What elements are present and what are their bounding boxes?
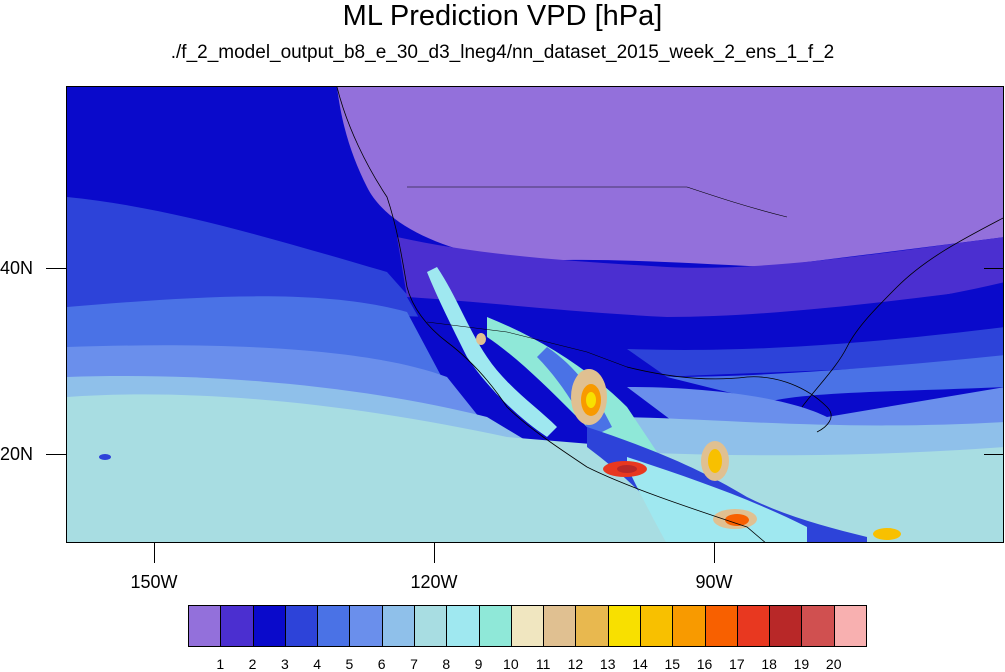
- baja-feature: [427, 267, 557, 437]
- colorbar-label: 1: [216, 656, 225, 672]
- lon-label-150w: 150W: [130, 572, 178, 592]
- central-america-strip: [587, 427, 867, 542]
- coastline-west: [336, 87, 766, 542]
- colorbar-swatch: [704, 605, 738, 647]
- lat-tick-40n-left: [46, 268, 66, 269]
- land-mid-band: [397, 237, 1003, 317]
- colorbar-label: 6: [377, 656, 386, 672]
- colorbar-swatch: [220, 605, 254, 647]
- colorbar-swatch: [478, 605, 512, 647]
- vpd-hotspot-caribbean: [873, 528, 901, 540]
- coastline-gulf: [626, 366, 832, 433]
- hawaii-islands: [99, 454, 111, 460]
- colorbar-swatch: [317, 605, 351, 647]
- colorbar-swatch: [414, 605, 448, 647]
- lat-label-40n: 40N: [0, 258, 34, 278]
- colorbar-label: 16: [696, 656, 713, 672]
- vpd-hotspot-southwest-core: [617, 465, 637, 473]
- lon-label-120w: 120W: [410, 572, 458, 592]
- vpd-contour-map: [67, 87, 1003, 542]
- colorbar-label: 2: [248, 656, 257, 672]
- central-america-cyan: [627, 457, 807, 542]
- lat-label-20n: 20N: [0, 444, 34, 464]
- us-canada-border: [407, 186, 788, 218]
- colorbar-label: 5: [345, 656, 354, 672]
- vpd-hotspot-sonora: [476, 333, 486, 345]
- colorbar-swatch: [736, 605, 771, 647]
- colorbar-label: 20: [825, 656, 842, 672]
- southeast-band-5: [667, 355, 1003, 402]
- colorbar-label: 18: [761, 656, 777, 672]
- colorbar-label: 7: [410, 656, 418, 672]
- lon-tick-150w: [154, 543, 155, 563]
- colorbar-swatch: [607, 605, 641, 647]
- lat-tick-20n-left: [46, 454, 66, 455]
- colorbar-swatch: [672, 605, 706, 647]
- colorbar-label: 15: [664, 656, 681, 672]
- colorbar-label: 17: [729, 656, 745, 672]
- colorbar-label: 10: [503, 656, 519, 672]
- colorbar-swatch: [575, 605, 609, 647]
- colorbar-label: 19: [793, 656, 810, 672]
- colorbar-swatch: [510, 605, 545, 647]
- colorbar-swatch: [252, 605, 286, 647]
- chart-title: ML Prediction VPD [hPa]: [342, 0, 663, 32]
- vpd-hotspot-yucatan-core: [708, 449, 722, 473]
- lon-label-90w: 90W: [695, 572, 733, 592]
- ocean-south-light: [67, 394, 1003, 542]
- colorbar: [188, 605, 867, 647]
- colorbar-swatch: [769, 605, 803, 647]
- colorbar-swatch: [381, 605, 415, 647]
- colorbar-swatch: [284, 605, 319, 647]
- colorbar-label: 11: [535, 656, 551, 672]
- coastline-east: [801, 217, 1003, 408]
- colorbar-label: 3: [280, 656, 289, 672]
- vpd-hotspot-guatemala-core: [725, 514, 749, 526]
- lat-tick-40n-right: [984, 268, 1004, 269]
- colorbar-swatch: [543, 605, 577, 647]
- lon-tick-120w: [434, 543, 435, 563]
- colorbar-label: 13: [599, 656, 616, 672]
- colorbar-label: 8: [442, 656, 451, 672]
- colorbar-label: 14: [632, 656, 648, 672]
- chart-subtitle: ./f_2_model_output_b8_e_30_d3_lneg4/nn_d…: [170, 42, 835, 63]
- land-dark-band: [407, 282, 1003, 349]
- colorbar-swatch: [188, 605, 222, 647]
- colorbar-swatch: [640, 605, 674, 647]
- colorbar-label: 9: [474, 656, 483, 672]
- land-north-region: [337, 87, 1003, 267]
- colorbar-swatch: [349, 605, 383, 647]
- us-mexico-border: [426, 321, 628, 368]
- vpd-hotspot-mexico-center: [586, 392, 596, 408]
- colorbar-swatch: [833, 605, 867, 647]
- colorbar-swatch: [801, 605, 835, 647]
- lat-tick-20n-right: [984, 454, 1004, 455]
- colorbar-label: 4: [313, 656, 322, 672]
- colorbar-label: 12: [567, 656, 584, 672]
- lon-tick-90w: [714, 543, 715, 563]
- map-panel: [66, 86, 1004, 543]
- colorbar-swatch: [446, 605, 480, 647]
